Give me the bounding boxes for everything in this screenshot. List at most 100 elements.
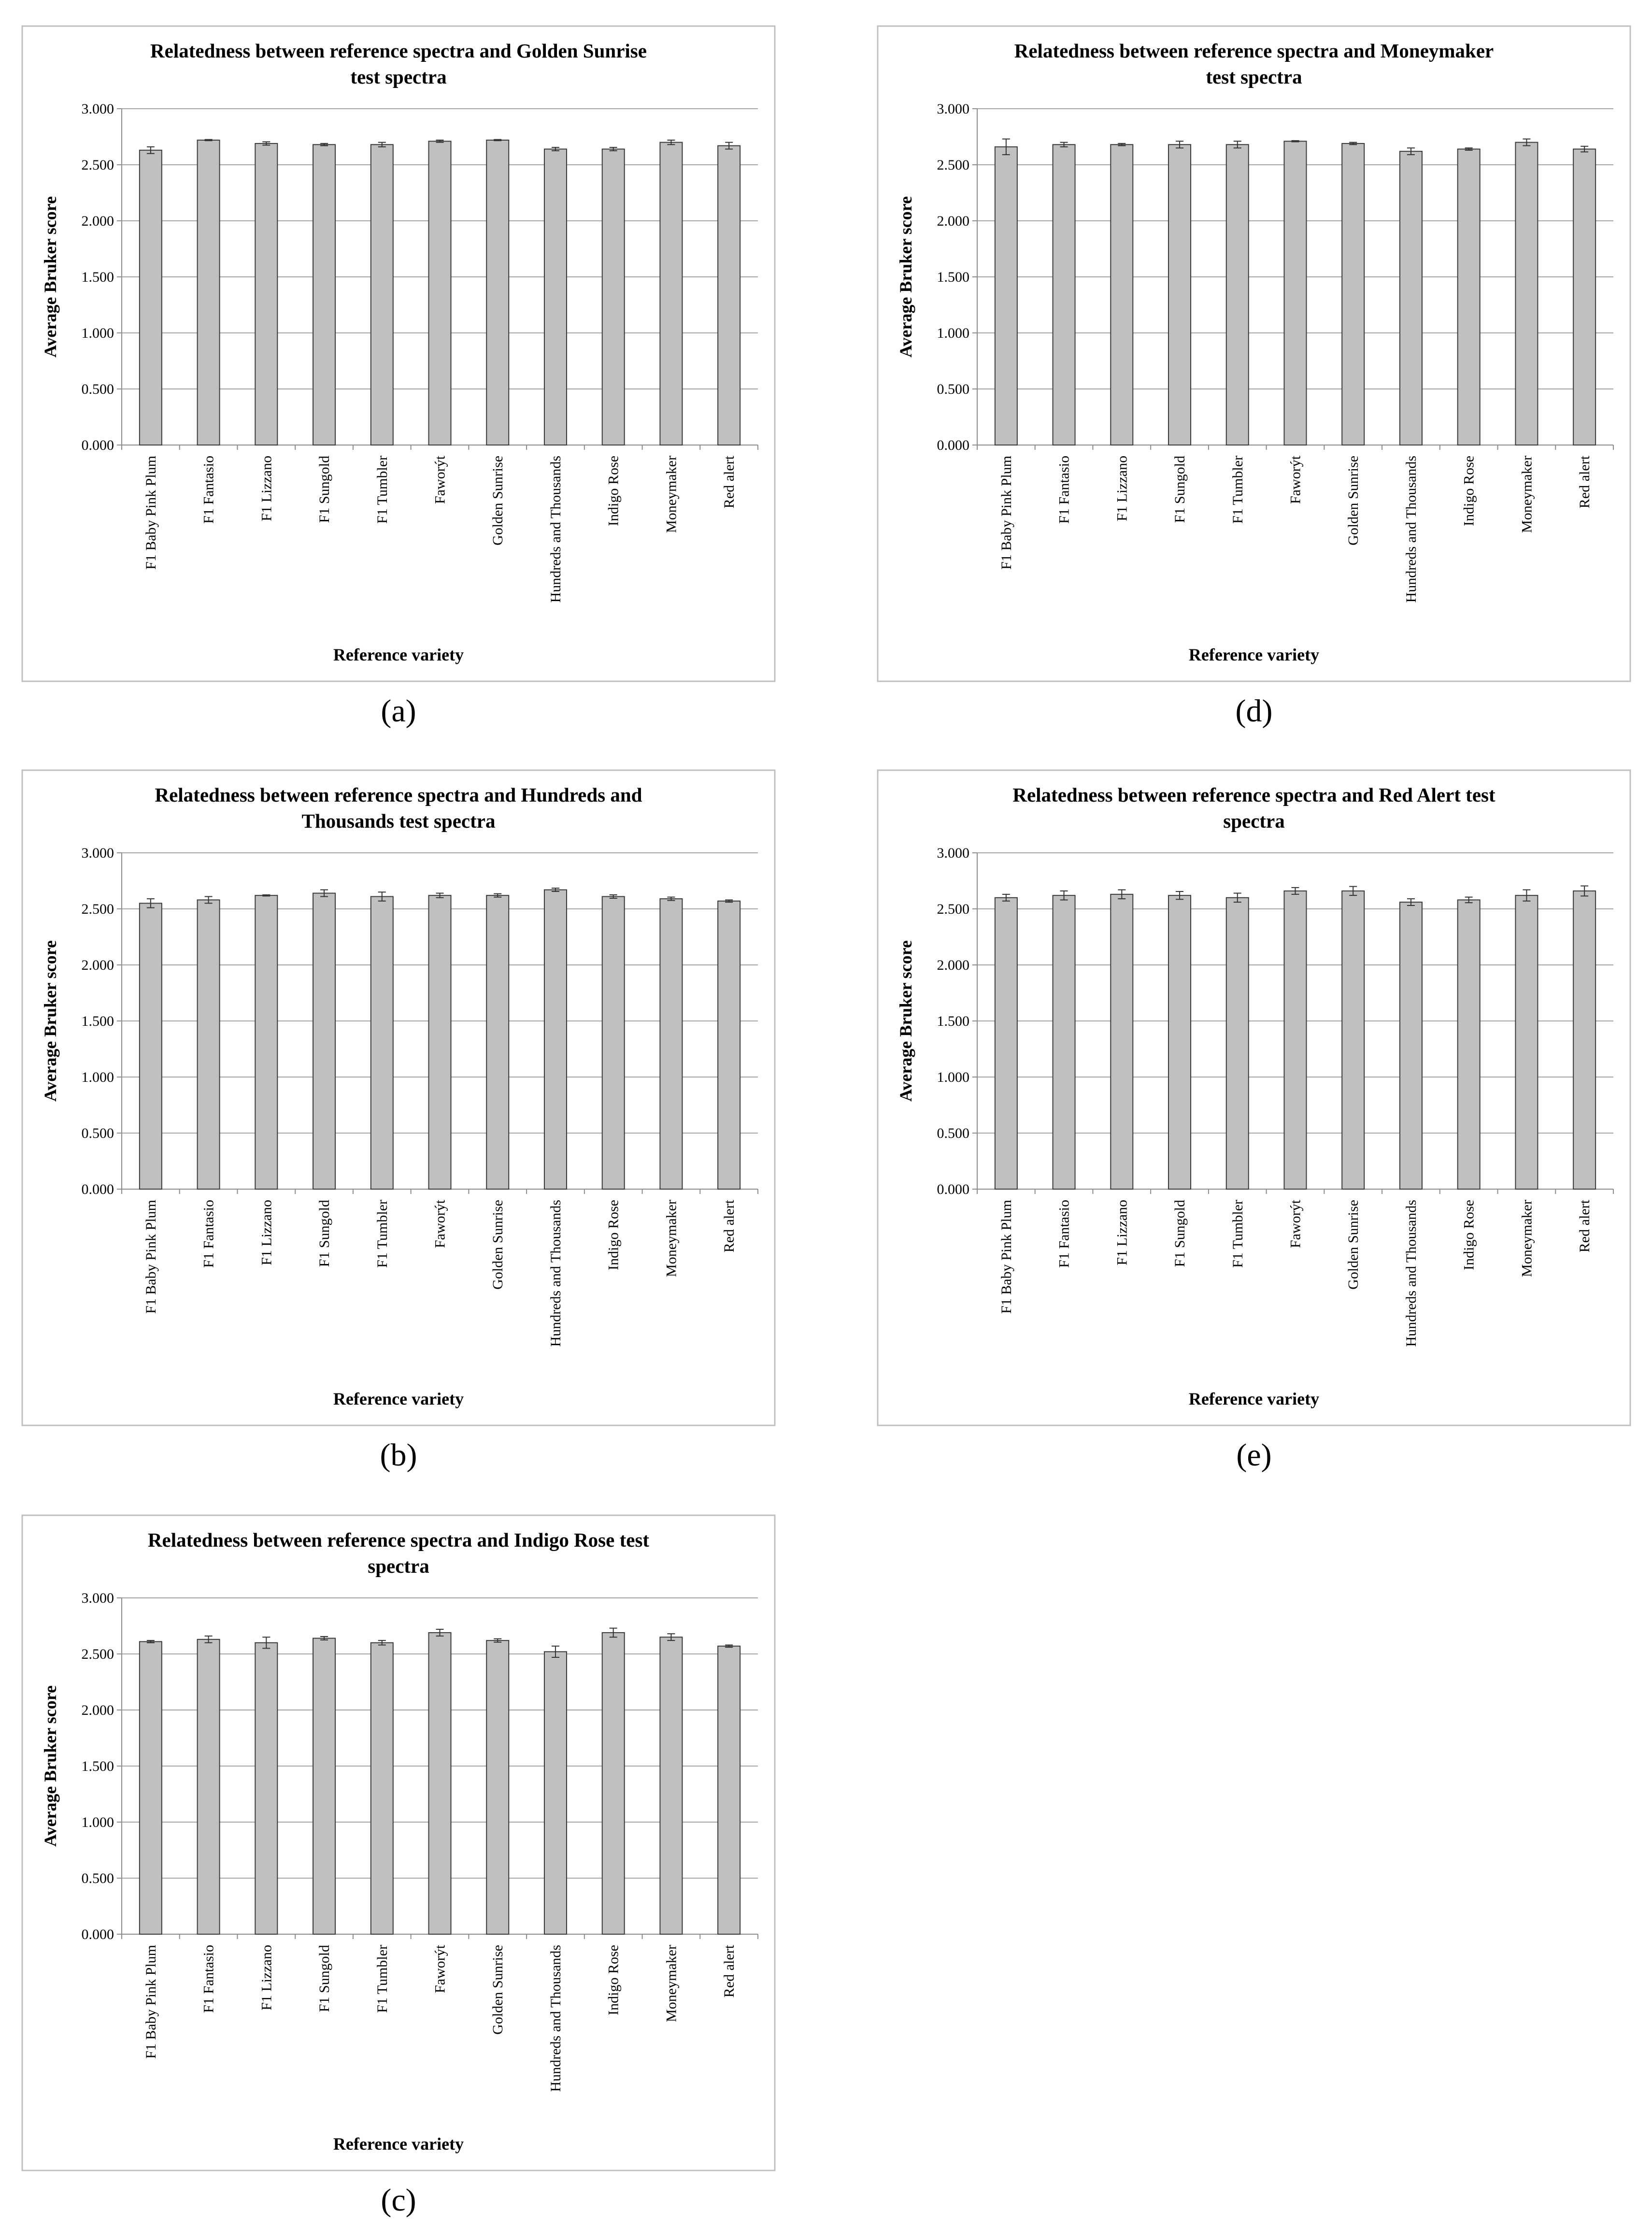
bar: [428, 895, 452, 1190]
y-tick-label: 2.000: [937, 213, 970, 229]
y-tick-label: 3.000: [82, 101, 114, 117]
category-label: F1 Fantasio: [201, 1200, 217, 1268]
category-label: Hundreds and Thousands: [548, 1945, 564, 2092]
y-tick-label: 0.000: [82, 1181, 114, 1197]
bar: [370, 896, 394, 1190]
bar: [197, 899, 220, 1190]
bar: [1283, 141, 1307, 445]
bar: [1168, 144, 1192, 445]
y-tick-label: 0.500: [937, 381, 970, 397]
bar: [255, 895, 278, 1190]
y-tick-label: 0.500: [82, 381, 114, 397]
category-label: Golden Sunrise: [490, 1200, 506, 1290]
y-tick-label: 2.500: [82, 157, 114, 173]
category-label: Hundreds and Thousands: [1403, 1200, 1419, 1347]
category-label: Red alert: [721, 455, 737, 508]
y-tick-label: 1.500: [82, 1013, 114, 1029]
chart-title: Thousands test spectra: [302, 810, 496, 832]
bar: [139, 1641, 162, 1935]
category-label: F1 Fantasio: [1056, 456, 1072, 524]
bar: [659, 898, 683, 1190]
category-label: Moneymaker: [1519, 1200, 1535, 1277]
category-label: Red alert: [1577, 455, 1593, 508]
panel-label: (e): [1236, 1437, 1271, 1473]
x-axis-title: Reference variety: [1189, 645, 1319, 664]
y-tick-label: 0.500: [82, 1125, 114, 1141]
panel-label: (d): [1236, 693, 1273, 729]
category-label: Golden Sunrise: [490, 1945, 506, 2035]
category-label: F1 Tumbler: [1230, 1200, 1246, 1268]
bar: [1573, 890, 1596, 1190]
bar: [255, 143, 278, 446]
chart-panel-d: Relatedness between reference spectra an…: [877, 25, 1631, 729]
category-label: F1 Tumbler: [374, 1200, 390, 1268]
bar: [1225, 144, 1249, 445]
bar: [1515, 142, 1538, 446]
category-label: Indigo Rose: [1461, 456, 1477, 526]
bar: [486, 139, 510, 445]
bar: [1515, 895, 1538, 1190]
y-tick-label: 0.000: [937, 437, 970, 453]
category-label: Faworýt: [432, 1199, 448, 1248]
category-label: F1 Sungold: [316, 456, 332, 523]
bar: [717, 145, 741, 445]
x-axis-title: Reference variety: [1189, 1389, 1319, 1408]
bar: [370, 144, 394, 445]
category-label: Golden Sunrise: [1345, 456, 1361, 546]
y-axis-title: Average Bruker score: [41, 196, 60, 358]
bar: [994, 146, 1018, 445]
category-label: F1 Fantasio: [201, 1945, 217, 2013]
category-label: F1 Lizzano: [1114, 456, 1130, 521]
y-tick-label: 0.000: [82, 437, 114, 453]
bar: [486, 1640, 510, 1935]
y-tick-label: 1.500: [937, 1013, 970, 1029]
y-tick-label: 1.000: [82, 1814, 114, 1830]
x-axis-title: Reference variety: [333, 2134, 464, 2154]
bar: [543, 148, 567, 445]
chart-panel-a: Relatedness between reference spectra an…: [21, 25, 776, 729]
bar: [313, 1638, 336, 1935]
bar: [313, 892, 336, 1190]
bar: [313, 144, 336, 445]
bar: [255, 1642, 278, 1935]
bar: [1225, 897, 1249, 1190]
category-label: Hundreds and Thousands: [548, 456, 564, 603]
bar: [486, 895, 510, 1190]
category-label: Indigo Rose: [606, 1945, 622, 2015]
category-label: Red alert: [1577, 1199, 1593, 1252]
y-tick-label: 2.000: [82, 213, 114, 229]
category-label: F1 Sungold: [316, 1945, 332, 2012]
bar: [1110, 144, 1134, 445]
category-label: F1 Lizzano: [258, 456, 274, 521]
bar: [1573, 148, 1596, 445]
chart-title: Relatedness between reference spectra an…: [1014, 40, 1494, 62]
bar: [1052, 144, 1076, 445]
category-label: F1 Baby Pink Plum: [143, 1945, 159, 2059]
category-label: F1 Fantasio: [201, 456, 217, 524]
chart-title: test spectra: [1206, 66, 1302, 88]
y-tick-label: 3.000: [937, 845, 970, 861]
y-tick-label: 1.500: [82, 269, 114, 285]
y-tick-label: 0.500: [937, 1125, 970, 1141]
category-label: F1 Tumbler: [374, 456, 390, 524]
chart-panel-e: Relatedness between reference spectra an…: [877, 769, 1631, 1473]
chart-title: test spectra: [350, 66, 446, 88]
bar: [1399, 902, 1423, 1190]
y-tick-label: 3.000: [937, 101, 970, 117]
category-label: Moneymaker: [1519, 456, 1535, 533]
bar: [428, 141, 452, 445]
category-label: Faworýt: [1288, 455, 1304, 504]
panel-label: (a): [381, 693, 416, 729]
category-label: F1 Baby Pink Plum: [998, 456, 1014, 570]
category-label: Indigo Rose: [1461, 1200, 1477, 1270]
category-label: Moneymaker: [663, 456, 679, 533]
category-label: F1 Fantasio: [1056, 1200, 1072, 1268]
category-label: F1 Sungold: [1172, 456, 1188, 523]
bar: [197, 139, 220, 445]
category-label: F1 Sungold: [1172, 1200, 1188, 1267]
category-label: F1 Tumbler: [1230, 456, 1246, 524]
x-axis-title: Reference variety: [333, 645, 464, 664]
y-tick-label: 1.500: [937, 269, 970, 285]
category-label: Faworýt: [1288, 1199, 1304, 1248]
